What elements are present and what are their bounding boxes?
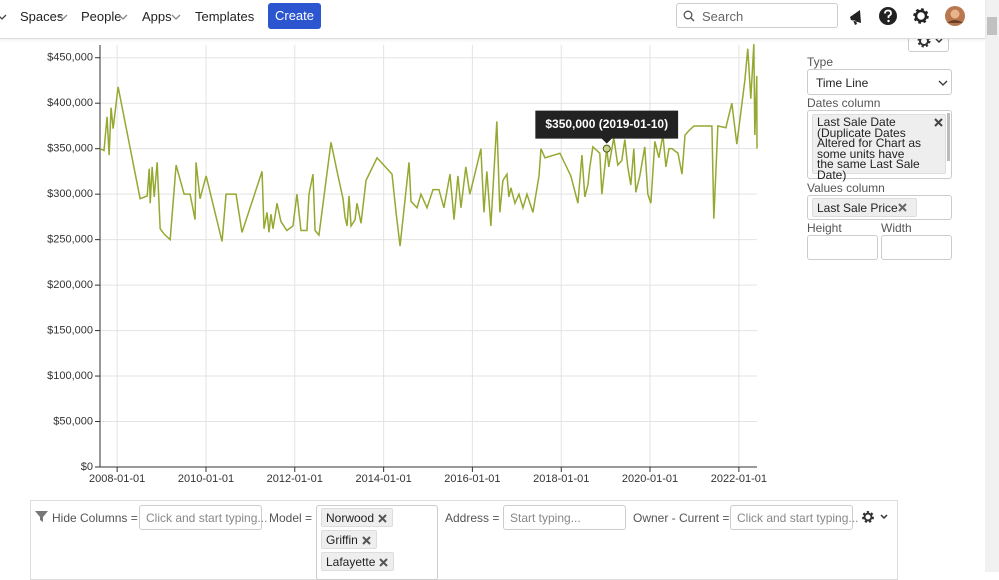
type-label: Type bbox=[807, 55, 834, 69]
hover-point bbox=[602, 144, 611, 153]
y-tick-label: $300,000 bbox=[47, 188, 93, 200]
nav-item[interactable]: Spaces bbox=[20, 9, 64, 24]
notification-icon[interactable] bbox=[850, 10, 861, 25]
top-nav: Spaces People Apps Templates Create Sear… bbox=[0, 0, 985, 39]
x-tick-label: 2018-01-01 bbox=[533, 473, 589, 485]
nav-item[interactable]: Templates bbox=[195, 9, 255, 24]
scrollbar bbox=[947, 113, 950, 161]
x-tick-label: 2014-01-01 bbox=[355, 473, 411, 485]
x-tick-label: 2020-01-01 bbox=[622, 473, 678, 485]
type-select[interactable]: Time Line bbox=[807, 69, 952, 95]
hide-columns-label: Hide Columns = bbox=[52, 511, 138, 525]
owner-label: Owner - Current = bbox=[633, 511, 730, 525]
model-tag: Norwood bbox=[321, 508, 394, 527]
create-button[interactable]: Create bbox=[268, 3, 321, 29]
filter-icon bbox=[35, 511, 48, 522]
values-tag: Last Sale Price bbox=[812, 198, 917, 217]
scrollbar[interactable] bbox=[985, 0, 999, 572]
chevron bbox=[0, 14, 7, 20]
values-label: Values column bbox=[807, 181, 885, 195]
y-tick-label: $0 bbox=[81, 461, 93, 473]
search-icon bbox=[683, 10, 695, 22]
y-tick-label: $350,000 bbox=[47, 143, 93, 155]
y-tick-label: $100,000 bbox=[47, 370, 93, 382]
remove-icon[interactable] bbox=[379, 558, 389, 567]
y-tick-label: $150,000 bbox=[47, 324, 93, 336]
tooltip: $350,000 (2019-01-10) bbox=[535, 110, 679, 144]
hide-columns-input[interactable]: Click and start typing... bbox=[139, 505, 267, 530]
y-tick-label: $50,000 bbox=[53, 415, 93, 427]
height-label: Height bbox=[807, 221, 842, 235]
model-tag: Griffin bbox=[321, 530, 377, 549]
dates-label: Dates column bbox=[807, 96, 881, 110]
owner-input[interactable]: Click and start typing... bbox=[730, 505, 858, 530]
model-label: Model = bbox=[269, 511, 313, 525]
tooltip-label: $350,000 (2019-01-10) bbox=[545, 117, 668, 131]
nav-item[interactable]: Apps bbox=[142, 9, 172, 24]
chevron bbox=[58, 14, 68, 20]
dates-select[interactable]: Last Sale Date (Duplicate Dates Altered … bbox=[807, 110, 952, 181]
chevron bbox=[938, 80, 948, 86]
placeholder: Click and start typing... bbox=[737, 511, 859, 525]
placeholder: Start typing... bbox=[510, 511, 581, 525]
x-tick-label: 2016-01-01 bbox=[444, 473, 500, 485]
remove-icon[interactable] bbox=[898, 203, 907, 212]
x-tick-label: 2012-01-01 bbox=[267, 473, 323, 485]
chevron bbox=[171, 14, 181, 20]
dates-tag: Last Sale Date (Duplicate Dates Altered … bbox=[812, 114, 946, 181]
model-select[interactable]: Norwood Griffin Lafayette bbox=[316, 505, 438, 580]
remove-icon[interactable] bbox=[934, 118, 943, 127]
placeholder: Click and start typing... bbox=[146, 511, 268, 525]
nav-item[interactable]: People bbox=[81, 9, 122, 24]
address-label: Address = bbox=[445, 511, 500, 525]
height-input[interactable] bbox=[807, 235, 878, 260]
search-box[interactable]: Search bbox=[676, 3, 838, 28]
model-tag: Lafayette bbox=[321, 552, 395, 571]
x-tick-label: 2022-01-01 bbox=[711, 473, 767, 485]
filter-settings[interactable] bbox=[861, 510, 891, 524]
address-input[interactable]: Start typing... bbox=[503, 505, 626, 530]
y-tick-label: $400,000 bbox=[47, 97, 93, 109]
chart: $0 $50,000 $100,000 $150,000 $200,000 $250,00… bbox=[47, 44, 767, 485]
tooltip-box bbox=[535, 110, 679, 144]
chevron bbox=[118, 14, 128, 20]
y-tick-label: $450,000 bbox=[47, 52, 93, 64]
width-input[interactable] bbox=[881, 235, 952, 260]
search-placeholder: Search bbox=[702, 9, 744, 24]
line-series bbox=[99, 44, 758, 247]
width-label: Width bbox=[881, 221, 912, 235]
y-tick-label: $250,000 bbox=[47, 234, 93, 246]
y-tick-label: $200,000 bbox=[47, 279, 93, 291]
values-select[interactable]: Last Sale Price bbox=[807, 195, 952, 220]
type-value: Time Line bbox=[816, 76, 869, 90]
remove-icon[interactable] bbox=[378, 514, 387, 523]
x-tick-label: 2008-01-01 bbox=[89, 473, 145, 485]
remove-icon[interactable] bbox=[362, 536, 371, 545]
x-tick-label: 2010-01-01 bbox=[178, 473, 234, 485]
nav-icons bbox=[850, 6, 965, 26]
